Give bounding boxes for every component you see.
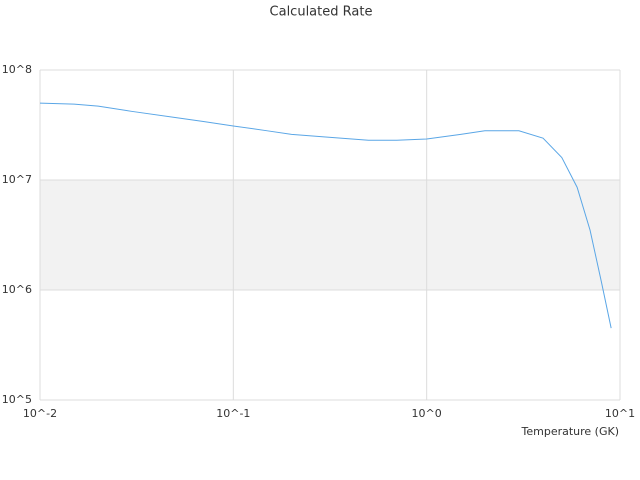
x-tick-label: 10^1 [605, 407, 635, 420]
x-axis-title: Temperature (GK) [521, 425, 620, 438]
grid-band [40, 180, 620, 290]
y-tick-label: 10^7 [2, 173, 32, 186]
x-tick-label: 10^-1 [216, 407, 250, 420]
y-tick-label: 10^6 [2, 283, 32, 296]
x-tick-label: 10^-2 [23, 407, 57, 420]
y-tick-label: 10^5 [2, 393, 32, 406]
data-line [39, 102, 612, 329]
x-tick-label: 10^0 [412, 407, 442, 420]
y-tick-label: 10^8 [2, 63, 32, 76]
chart-title: Calculated Rate [270, 5, 373, 20]
